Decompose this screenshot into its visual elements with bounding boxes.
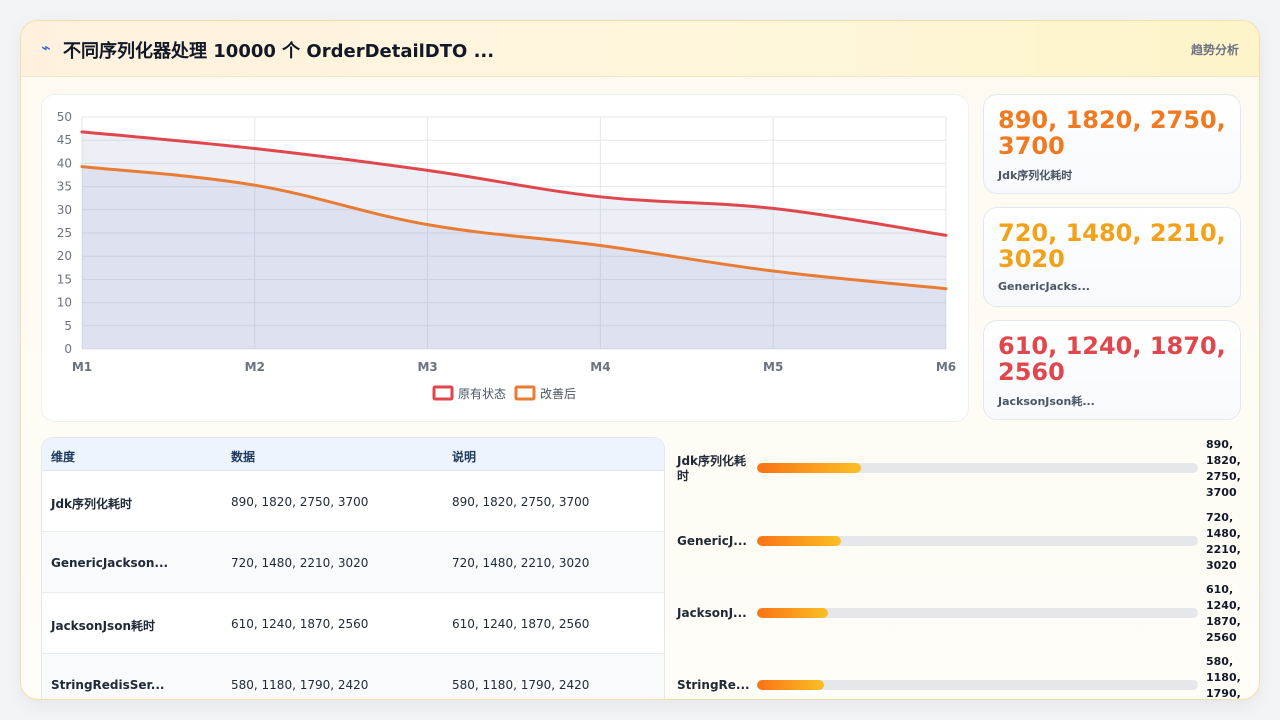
column-header-description[interactable]: 说明 <box>452 450 477 464</box>
card-title: 不同序列化器处理 10000 个 OrderDetailDTO ... <box>63 41 495 62</box>
x-tick-label: M2 <box>245 360 265 374</box>
progress-value: 720, 1480, 2210, 3020 <box>1206 511 1241 572</box>
y-tick-label: 50 <box>57 110 72 124</box>
table-cell: Jdk序列化耗时 <box>51 497 133 511</box>
column-header-dimension[interactable]: 维度 <box>51 450 76 464</box>
table-cell: 720, 1480, 2210, 3020 <box>231 556 369 570</box>
table-row[interactable]: StringRedisSer... 580, 1180, 1790, 2420 … <box>42 654 664 699</box>
progress-fill <box>757 608 828 618</box>
progress-row-jdk: Jdk序列化耗时 890, 1820, 2750, 3700 <box>677 437 1257 499</box>
trend-analysis-tag[interactable]: 趋势分析 <box>1190 43 1239 57</box>
y-tick-label: 20 <box>57 249 72 263</box>
y-tick-label: 40 <box>57 156 72 170</box>
x-tick-label: M6 <box>936 360 956 374</box>
y-tick-label: 15 <box>57 272 72 286</box>
legend-label: 改善后 <box>540 386 576 401</box>
progress-fill <box>757 536 841 546</box>
y-tick-label: 35 <box>57 180 72 194</box>
table-cell: 580, 1180, 1790, 2420 <box>231 678 369 692</box>
progress-value: 610, 1240, 1870, 2560 <box>1206 583 1241 644</box>
table-cell: 610, 1240, 1870, 2560 <box>231 617 369 631</box>
series-line-1 <box>80 165 948 291</box>
chart-line-icon: ⌁ <box>41 38 51 57</box>
kpi-card-jdk: 890, 1820, 2750, 3700 Jdk序列化耗时 <box>983 94 1241 194</box>
table-cell: StringRedisSer... <box>51 678 165 692</box>
kpi-label: JacksonJson耗... <box>998 395 1095 408</box>
x-tick-label: M5 <box>763 360 783 374</box>
y-tick-label: 30 <box>57 203 72 217</box>
table-row[interactable]: GenericJackson... 720, 1480, 2210, 3020 … <box>42 532 664 593</box>
x-tick-label: M4 <box>590 360 610 374</box>
kpi-value: 610, 1240, 1870, 2560 <box>998 332 1226 386</box>
progress-row-string-redis: StringRe... 580, 1180, 1790, <box>677 653 1257 700</box>
progress-label: Jdk序列化耗时 <box>677 454 747 483</box>
column-header-data[interactable]: 数据 <box>231 450 256 464</box>
progress-value: 890, 1820, 2750, 3700 <box>1206 438 1241 499</box>
y-tick-label: 10 <box>57 296 72 310</box>
series-area-1 <box>82 166 946 349</box>
y-tick-label: 45 <box>57 133 72 147</box>
kpi-card-jackson-json: 610, 1240, 1870, 2560 JacksonJson耗... <box>983 320 1241 420</box>
progress-fill <box>757 680 825 690</box>
y-tick-label: 0 <box>64 342 72 356</box>
progress-label: JacksonJ... <box>677 606 747 620</box>
progress-row-generic-jackson: GenericJ... 720, 1480, 2210, 3020 <box>677 509 1257 572</box>
table-row[interactable]: Jdk序列化耗时 890, 1820, 2750, 3700 890, 1820… <box>42 471 664 532</box>
series-area-0 <box>82 131 946 349</box>
progress-row-jackson-json: JacksonJ... 610, 1240, 1870, 2560 <box>677 581 1257 644</box>
y-tick-label: 25 <box>57 226 72 240</box>
line-chart: 0 5 10 15 20 25 30 35 40 45 50 M1 M2 M3 M4 M5 M6 原有状态 改善后 <box>57 110 956 401</box>
progress-track <box>757 536 1198 546</box>
table-cell: GenericJackson... <box>51 556 169 570</box>
kpi-value: 890, 1820, 2750, 3700 <box>998 106 1226 160</box>
table-cell: 720, 1480, 2210, 3020 <box>452 556 590 570</box>
table-header-row: 维度 数据 说明 <box>42 438 664 471</box>
x-tick-label: M3 <box>417 360 437 374</box>
line-chart-panel: 0 5 10 15 20 25 30 35 40 45 50 M1 M2 M3 M4 M5 M6 原有状态 改善后 <box>41 94 969 422</box>
kpi-label: Jdk序列化耗时 <box>998 169 1073 182</box>
legend-swatch <box>514 385 536 401</box>
table-cell: 610, 1240, 1870, 2560 <box>452 617 590 631</box>
card-header: ⌁ 不同序列化器处理 10000 个 OrderDetailDTO ... 趋势… <box>21 21 1259 77</box>
progress-label: StringRe... <box>677 678 750 692</box>
progress-track <box>757 680 1198 690</box>
table-row[interactable]: JacksonJson耗时 610, 1240, 1870, 2560 610,… <box>42 593 664 654</box>
data-table: 维度 数据 说明 Jdk序列化耗时 890, 1820, 2750, 3700 … <box>41 437 665 699</box>
progress-label: GenericJ... <box>677 534 747 548</box>
table-cell: 890, 1820, 2750, 3700 <box>452 495 590 509</box>
kpi-card-generic-jackson: 720, 1480, 2210, 3020 GenericJacks... <box>983 207 1241 307</box>
legend-label: 原有状态 <box>458 387 506 401</box>
x-tick-label: M1 <box>72 360 92 374</box>
progress-track <box>757 463 1198 473</box>
kpi-label: GenericJacks... <box>998 280 1090 293</box>
dashboard-card: ⌁ 不同序列化器处理 10000 个 OrderDetailDTO ... 趋势… <box>20 20 1260 700</box>
table-cell: JacksonJson耗时 <box>51 619 155 633</box>
y-tick-label: 5 <box>64 319 72 333</box>
table-cell: 580, 1180, 1790, 2420 <box>452 678 590 692</box>
series-line-0 <box>80 130 948 237</box>
legend-swatch <box>432 385 454 401</box>
progress-track <box>757 608 1198 618</box>
kpi-value: 720, 1480, 2210, 3020 <box>998 219 1226 273</box>
table-cell: 890, 1820, 2750, 3700 <box>231 495 369 509</box>
progress-value: 580, 1180, 1790, <box>1206 655 1241 700</box>
progress-fill <box>757 463 861 473</box>
